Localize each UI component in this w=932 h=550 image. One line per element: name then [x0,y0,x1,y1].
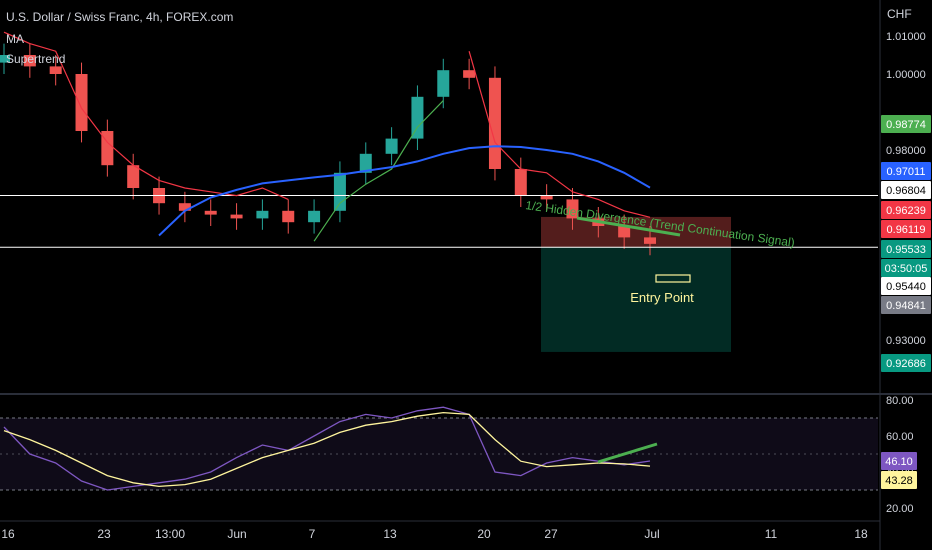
rsi-badge-bg [881,471,917,489]
candle-body [618,226,631,238]
price-badge-text: 0.95533 [886,244,926,256]
ma-indicator-label[interactable]: MA [6,32,24,46]
price-badge-bg [881,201,931,219]
price-badge-text: 0.94841 [886,300,926,312]
candle-body [540,195,553,200]
candle-body [514,169,527,196]
price-badge-text: 0.97011 [887,166,926,178]
time-tick-label: 11 [765,527,778,541]
candle-body [230,214,243,219]
candle-body [282,210,295,223]
price-badge-text: 0.96239 [886,205,926,217]
candle-body [0,55,10,63]
currency-label: CHF [887,7,912,21]
rsi-tick-label: 60.00 [886,431,914,443]
price-badge-bg [881,220,931,238]
candle-body [178,203,191,211]
supertrend-indicator-label[interactable]: Supertrend [6,52,66,66]
price-badge-bg [881,259,931,277]
price-badge-text: 0.95440 [886,281,926,293]
time-tick-label: Jul [644,527,659,541]
supertrend-down-line-1 [3,31,289,200]
time-tick-label: 20 [477,527,491,541]
divergence-price-line [576,216,681,237]
time-tick-label: 13:00 [155,527,185,541]
candle-body [411,96,424,139]
candle-body [359,153,372,173]
candle-body [566,199,579,219]
price-tick-label: 1.00000 [886,69,926,81]
candle-body [385,138,398,154]
candle-body [101,131,114,166]
time-tick-label: 13 [383,527,397,541]
rsi-badge-bg [881,452,917,470]
candle-body [127,165,140,188]
rsi-tick-label: 80.00 [886,395,914,407]
price-badge-text: 0.96804 [886,185,926,197]
price-badge-text: 0.98774 [886,119,926,131]
supertrend-up-line [313,100,444,242]
time-tick-label: 27 [544,527,558,541]
price-badge-text: 03:50:05 [885,263,928,275]
time-tick-label: Jun [227,527,246,541]
time-tick-label: 18 [854,527,868,541]
price-badge-bg [881,162,931,180]
candle-body [204,210,217,215]
price-tick-label: 0.93000 [886,335,926,347]
chart-title: U.S. Dollar / Swiss Franc, 4h, FOREX.com [6,10,234,24]
time-tick-label: 7 [309,527,316,541]
price-badge-bg [881,296,931,314]
moving-average-line [158,145,651,237]
candle-body [75,74,88,131]
candle-body [256,210,269,219]
candle-body [23,55,36,67]
rsi-tick-label: 20.00 [886,503,914,515]
price-tick-label: 0.98000 [886,145,926,157]
candle-body [49,66,62,74]
divergence-rsi-line [597,442,658,464]
rsi-badge-text: 46.10 [885,456,913,468]
candle-body [333,172,346,211]
candle-body [308,210,321,223]
time-tick-label: 23 [97,527,111,541]
entry-point-label: Entry Point [630,290,694,305]
candle-body [437,70,450,97]
price-badge-bg [881,354,931,372]
price-badge-text: 0.96119 [887,224,926,236]
candle-body [488,77,501,169]
price-badge-bg [881,115,931,133]
price-badge-bg [881,240,931,258]
rsi-badge-text: 43.28 [885,475,913,487]
candle-body [644,237,656,244]
take-profit-zone [541,247,731,352]
price-tick-label: 1.01000 [886,31,926,43]
price-badge-bg [881,277,931,295]
candle-body [463,70,476,78]
entry-point-box [655,274,691,283]
price-badge-bg [881,181,931,199]
rsi-ma-line [3,411,651,488]
price-badge-text: 0.92686 [886,358,926,370]
time-tick-label: 16 [1,527,15,541]
